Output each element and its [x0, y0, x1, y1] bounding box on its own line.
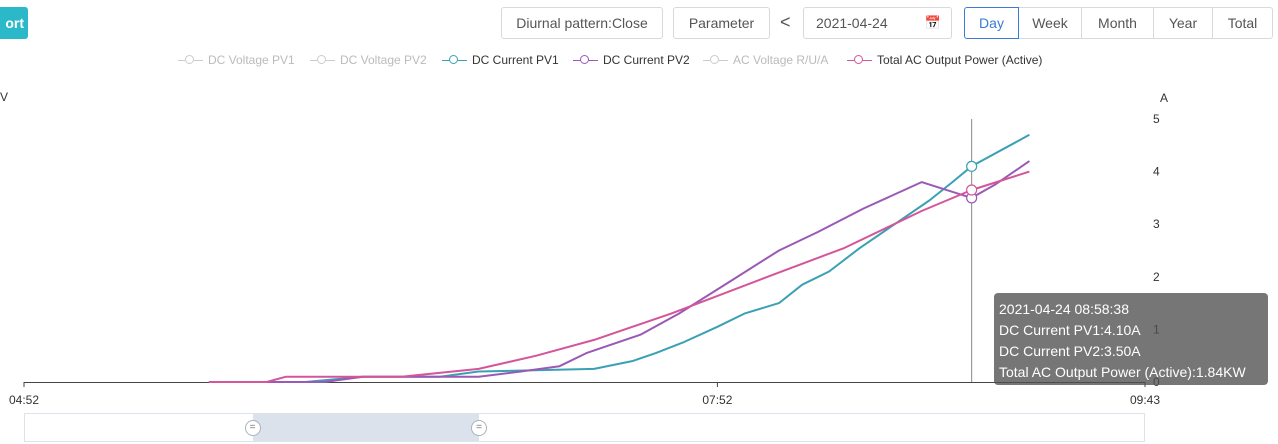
y-tick-label: 2 — [1153, 270, 1160, 284]
y-tick-label: 5 — [1153, 112, 1160, 126]
series-line — [208, 133, 1030, 383]
zoom-slider[interactable]: = = — [24, 413, 1145, 442]
legend-label: AC Voltage R/U/A — [733, 53, 829, 67]
legend-label: DC Voltage PV2 — [340, 53, 427, 67]
legend-item-dc-voltage-pv1[interactable]: DC Voltage PV1 — [178, 53, 295, 67]
series-line — [208, 160, 1030, 383]
tooltip-line: DC Current PV1:4.10A — [999, 322, 1141, 338]
date-value: 2021-04-24 — [816, 15, 888, 31]
x-tick-label: 09:43 — [1130, 393, 1160, 407]
chart-tooltip: 2021-04-24 08:58:38 DC Current PV1:4.10A… — [994, 293, 1268, 385]
zoom-right-handle-icon[interactable]: = — [471, 420, 487, 436]
diurnal-pattern-button[interactable]: Diurnal pattern:Close — [501, 7, 663, 39]
period-year-button[interactable]: Year — [1153, 7, 1213, 39]
chart-legend: DC Voltage PV1 DC Voltage PV2 DC Current… — [0, 53, 1278, 71]
period-week-button[interactable]: Week — [1018, 7, 1082, 39]
legend-item-total-ac-output-power[interactable]: Total AC Output Power (Active) — [847, 53, 1042, 67]
cursor-point — [966, 184, 978, 196]
series-line — [208, 170, 1030, 383]
date-picker-input[interactable]: 2021-04-24 📅 — [803, 7, 952, 39]
cursor-point — [966, 160, 978, 172]
legend-item-dc-current-pv1[interactable]: DC Current PV1 — [442, 53, 559, 67]
left-axis-unit: V — [0, 90, 9, 104]
calendar-icon[interactable]: 📅 — [924, 15, 941, 30]
legend-label: DC Voltage PV1 — [208, 53, 295, 67]
y-tick-label: 3 — [1153, 217, 1160, 231]
prev-date-arrow-icon[interactable]: < — [780, 12, 791, 32]
export-button[interactable]: ort — [0, 7, 28, 39]
period-total-button[interactable]: Total — [1212, 7, 1273, 39]
parameter-button[interactable]: Parameter — [673, 7, 770, 39]
x-tick-label: 07:52 — [702, 393, 732, 407]
right-axis-unit: A — [1160, 91, 1169, 105]
period-day-button[interactable]: Day — [964, 7, 1019, 39]
zoom-selection[interactable] — [252, 414, 479, 441]
zoom-left-handle-icon[interactable]: = — [244, 420, 261, 436]
legend-item-dc-current-pv2[interactable]: DC Current PV2 — [573, 53, 690, 67]
y-tick-label: 4 — [1153, 165, 1160, 179]
tooltip-line: Total AC Output Power (Active):1.84KW — [999, 364, 1246, 380]
legend-label: Total AC Output Power (Active) — [877, 53, 1043, 67]
legend-label: DC Current PV1 — [472, 53, 559, 67]
tooltip-line: DC Current PV2:3.50A — [999, 343, 1141, 359]
legend-item-dc-voltage-pv2[interactable]: DC Voltage PV2 — [310, 53, 427, 67]
period-month-button[interactable]: Month — [1081, 7, 1154, 39]
period-selector: Day Week Month Year Total — [964, 7, 1273, 39]
legend-item-ac-voltage[interactable]: AC Voltage R/U/A — [703, 53, 828, 67]
tooltip-time: 2021-04-24 08:58:38 — [999, 301, 1129, 317]
x-tick-label: 04:52 — [9, 393, 39, 407]
legend-label: DC Current PV2 — [603, 53, 690, 67]
